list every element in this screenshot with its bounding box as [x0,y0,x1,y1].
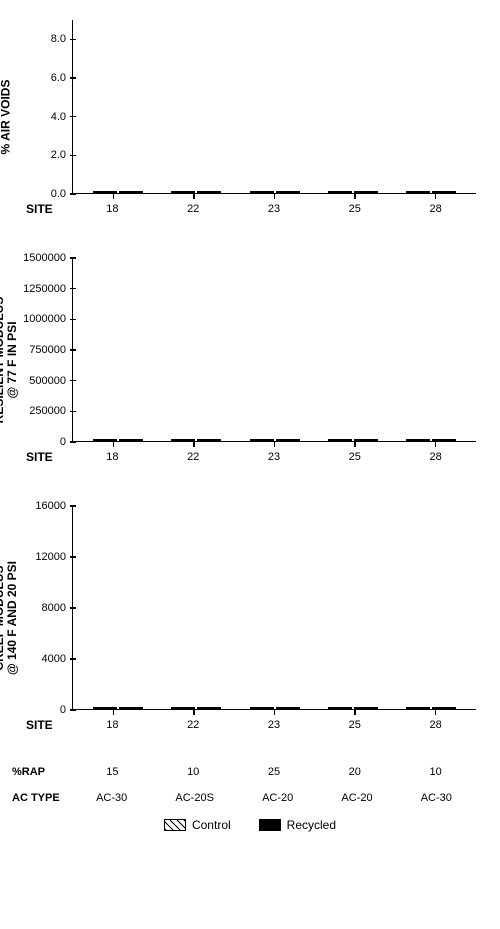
chart-air_voids: % AIR VOIDS0.02.04.06.08.0SITE1822232528 [12,12,488,222]
x-tick-label: 28 [429,203,441,215]
x-tick-label: 28 [429,719,441,731]
y-tick-label: 4000 [42,653,66,665]
legend-item-control: Control [164,818,231,832]
legend-label-recycled: Recycled [287,818,336,832]
bars-row [73,258,476,441]
plot-area [72,258,476,442]
x-labels: 18 22 23 25 28 [72,196,476,222]
y-tick-label: 0 [60,704,66,716]
meta-rows: %RAP 15 10 25 20 10 AC TYPE AC-30 AC-20S AC-20… [12,766,488,804]
y-tick-label: 6.0 [51,72,66,84]
legend-label-control: Control [192,818,231,832]
y-tick-label: 0.0 [51,188,66,200]
swatch-solid [259,819,281,831]
swatch-hatched [164,819,186,831]
rap-value: 15 [106,766,118,778]
x-tick-label: 25 [349,719,361,731]
actype-value: AC-20 [341,792,372,804]
y-tick-label: 2.0 [51,149,66,161]
y-tick-label: 12000 [35,551,66,563]
x-tick-label: 18 [106,451,118,463]
chart-wrap: RESILIENT MODULUS@ 77 F IN PSI0250000500… [12,250,488,470]
chart-resilient_modulus: RESILIENT MODULUS@ 77 F IN PSI0250000500… [12,250,488,470]
meta-row-rap: %RAP 1510252010 [72,766,476,778]
x-tick-label: 23 [268,451,280,463]
rap-value: 20 [349,766,361,778]
x-labels: 18 22 23 25 28 [72,444,476,470]
x-axis-label: SITE [26,718,53,732]
rap-value: 10 [429,766,441,778]
y-tick-label: 0 [60,436,66,448]
x-tick-label: 22 [187,203,199,215]
charts-container: % AIR VOIDS0.02.04.06.08.0SITE1822232528… [12,12,488,738]
x-tick-label: 25 [349,203,361,215]
actype-values: AC-30 AC-20S AC-20 AC-20 AC-30 [72,792,476,804]
y-tick-label: 16000 [35,500,66,512]
rap-label: %RAP [12,766,68,778]
x-axis-label: SITE [26,450,53,464]
x-tick-label: 23 [268,203,280,215]
y-tick-label: 8000 [42,602,66,614]
chart-wrap: % AIR VOIDS0.02.04.06.08.0SITE1822232528 [12,12,488,222]
y-tick-label: 4.0 [51,111,66,123]
y-tick-label: 8.0 [51,33,66,45]
plot-area [72,506,476,710]
bars-row [73,506,476,709]
x-tick-label: 25 [349,451,361,463]
y-tick-label: 250000 [29,405,66,417]
plot-area [72,20,476,194]
y-tick-label: 750000 [29,344,66,356]
y-ticks: 0400080001200016000 [12,506,70,710]
actype-value: AC-20 [262,792,293,804]
actype-value: AC-30 [421,792,452,804]
x-axis: SITE1822232528 [72,196,476,222]
x-axis: SITE1822232528 [72,444,476,470]
x-axis-label: SITE [26,202,53,216]
actype-value: AC-20S [175,792,214,804]
y-tick-label: 1000000 [23,313,66,325]
meta-row-actype: AC TYPE AC-30AC-20SAC-20AC-20AC-30 [72,792,476,804]
rap-value: 25 [268,766,280,778]
x-tick-label: 28 [429,451,441,463]
legend-item-recycled: Recycled [259,818,336,832]
chart-wrap: CREEP MODULUS@ 140 F AND 20 PSI040008000… [12,498,488,738]
actype-value: AC-30 [96,792,127,804]
x-tick-label: 23 [268,719,280,731]
x-tick-label: 18 [106,719,118,731]
y-ticks: 0250000500000750000100000012500001500000 [12,258,70,442]
actype-label: AC TYPE [12,792,68,804]
x-tick-label: 22 [187,719,199,731]
y-tick-label: 1500000 [23,252,66,264]
x-tick-label: 18 [106,203,118,215]
chart-creep_modulus: CREEP MODULUS@ 140 F AND 20 PSI040008000… [12,498,488,738]
y-tick-label: 500000 [29,375,66,387]
x-tick-label: 22 [187,451,199,463]
y-ticks: 0.02.04.06.08.0 [12,20,70,194]
x-axis: SITE1822232528 [72,712,476,738]
y-tick-label: 1250000 [23,283,66,295]
x-labels: 18 22 23 25 28 [72,712,476,738]
rap-values: 15 10 25 20 10 [72,766,476,778]
bars-row [73,20,476,193]
y-axis-label: % AIR VOIDS [0,80,13,155]
rap-value: 10 [187,766,199,778]
legend: Control Recycled [12,818,488,832]
